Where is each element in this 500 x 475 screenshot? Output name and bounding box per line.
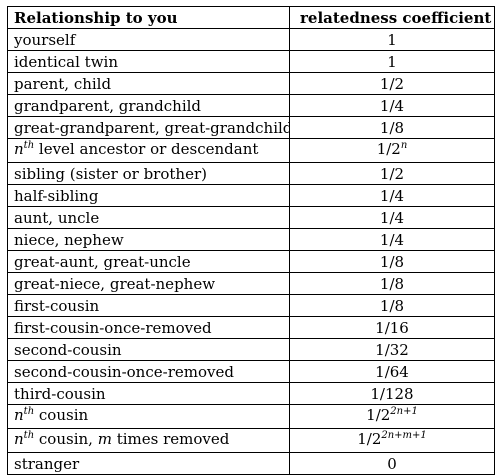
relationship-cell: great-grandparent, great-grandchild: [7, 116, 290, 139]
coefficient-cell: 1/4: [289, 206, 495, 229]
relationship-cell: second-cousin-once-removed: [7, 360, 290, 383]
table-row: stranger 0: [7, 452, 495, 475]
relationship-text: cousin,: [34, 430, 98, 448]
relationship-text: cousin: [34, 406, 89, 424]
table-row: first-cousin-once-removed 1/16: [7, 316, 495, 339]
exponent: n: [400, 140, 408, 151]
relationship-cell: second-cousin: [7, 338, 290, 361]
relationship-cell: yourself: [7, 28, 290, 51]
table-row: second-cousin-once-removed 1/64: [7, 360, 495, 383]
table-row: first-cousin 1/8: [7, 294, 495, 317]
relationship-cell: identical twin: [7, 50, 290, 73]
table-row: nth cousin 1/22n+1: [7, 404, 495, 429]
coefficient-cell: 1/128: [289, 382, 495, 405]
header-coefficient: relatedness coefficient: [289, 6, 495, 29]
relationship-cell: aunt, uncle: [7, 206, 290, 229]
coefficient-cell: 0: [289, 452, 495, 475]
coefficient-cell: 1/2: [289, 72, 495, 95]
var-n: n: [14, 430, 24, 448]
relationship-cell: nth cousin: [7, 404, 290, 429]
relationship-text: level ancestor or descendant: [34, 140, 259, 158]
coefficient-cell: 1/8: [289, 250, 495, 273]
relationship-cell: stranger: [7, 452, 290, 475]
relationship-cell: first-cousin: [7, 294, 290, 317]
coefficient-cell: 1/8: [289, 272, 495, 295]
superscript: th: [23, 140, 35, 151]
relationship-cell: great-niece, great-nephew: [7, 272, 290, 295]
relationship-cell: parent, child: [7, 72, 290, 95]
var-n: n: [14, 406, 24, 424]
coefficient-cell: 1: [289, 28, 495, 51]
relationship-text-tail: times removed: [111, 430, 230, 448]
table-row: parent, child 1/2: [7, 72, 495, 95]
table-row: aunt, uncle 1/4: [7, 206, 495, 229]
coefficient-cell: 1/64: [289, 360, 495, 383]
relationship-cell: third-cousin: [7, 382, 290, 405]
table-row: yourself 1: [7, 28, 495, 51]
coefficient-base: 1/2: [366, 406, 391, 424]
coefficient-cell: 1/22n+1: [289, 404, 495, 429]
table-header-row: Relationship to you relatedness coeffici…: [7, 6, 495, 29]
table-row: niece, nephew 1/4: [7, 228, 495, 251]
exponent: 2n+1: [390, 406, 418, 417]
relationship-cell: sibling (sister or brother): [7, 162, 290, 185]
relationship-cell: nth cousin, m times removed: [7, 428, 290, 453]
table-row: half-sibling 1/4: [7, 184, 495, 207]
table-row: nth cousin, m times removed 1/22n+m+1: [7, 428, 495, 453]
relationship-cell: great-aunt, great-uncle: [7, 250, 290, 273]
table-row: great-grandparent, great-grandchild 1/8: [7, 116, 495, 139]
exponent: 2n+m+1: [381, 430, 427, 441]
relationship-cell: nth level ancestor or descendant: [7, 138, 290, 163]
coefficient-cell: 1/32: [289, 338, 495, 361]
header-relationship: Relationship to you: [7, 6, 290, 29]
superscript: th: [23, 406, 35, 417]
coefficient-cell: 1/8: [289, 116, 495, 139]
coefficient-cell: 1/4: [289, 228, 495, 251]
coefficient-cell: 1/4: [289, 184, 495, 207]
coefficient-cell: 1/8: [289, 294, 495, 317]
coefficient-cell: 1: [289, 50, 495, 73]
table-row: sibling (sister or brother) 1/2: [7, 162, 495, 185]
relationship-cell: grandparent, grandchild: [7, 94, 290, 117]
table-row: great-niece, great-nephew 1/8: [7, 272, 495, 295]
table-row: grandparent, grandchild 1/4: [7, 94, 495, 117]
coefficient-base: 1/2: [357, 430, 382, 448]
coefficient-base: 1/2: [376, 140, 401, 158]
relationship-cell: niece, nephew: [7, 228, 290, 251]
relationship-cell: half-sibling: [7, 184, 290, 207]
table-row: identical twin 1: [7, 50, 495, 73]
coefficient-cell: 1/22n+m+1: [289, 428, 495, 453]
var-n: n: [14, 140, 24, 158]
coefficient-cell: 1/16: [289, 316, 495, 339]
coefficient-cell: 1/4: [289, 94, 495, 117]
relatedness-table: Relationship to you relatedness coeffici…: [7, 6, 495, 475]
table-row: great-aunt, great-uncle 1/8: [7, 250, 495, 273]
table-row: second-cousin 1/32: [7, 338, 495, 361]
relationship-cell: first-cousin-once-removed: [7, 316, 290, 339]
superscript: th: [23, 430, 35, 441]
var-m: m: [97, 430, 112, 448]
table-row: third-cousin 1/128: [7, 382, 495, 405]
coefficient-cell: 1/2: [289, 162, 495, 185]
coefficient-cell: 1/2n: [289, 138, 495, 163]
table-row: nth level ancestor or descendant 1/2n: [7, 138, 495, 163]
